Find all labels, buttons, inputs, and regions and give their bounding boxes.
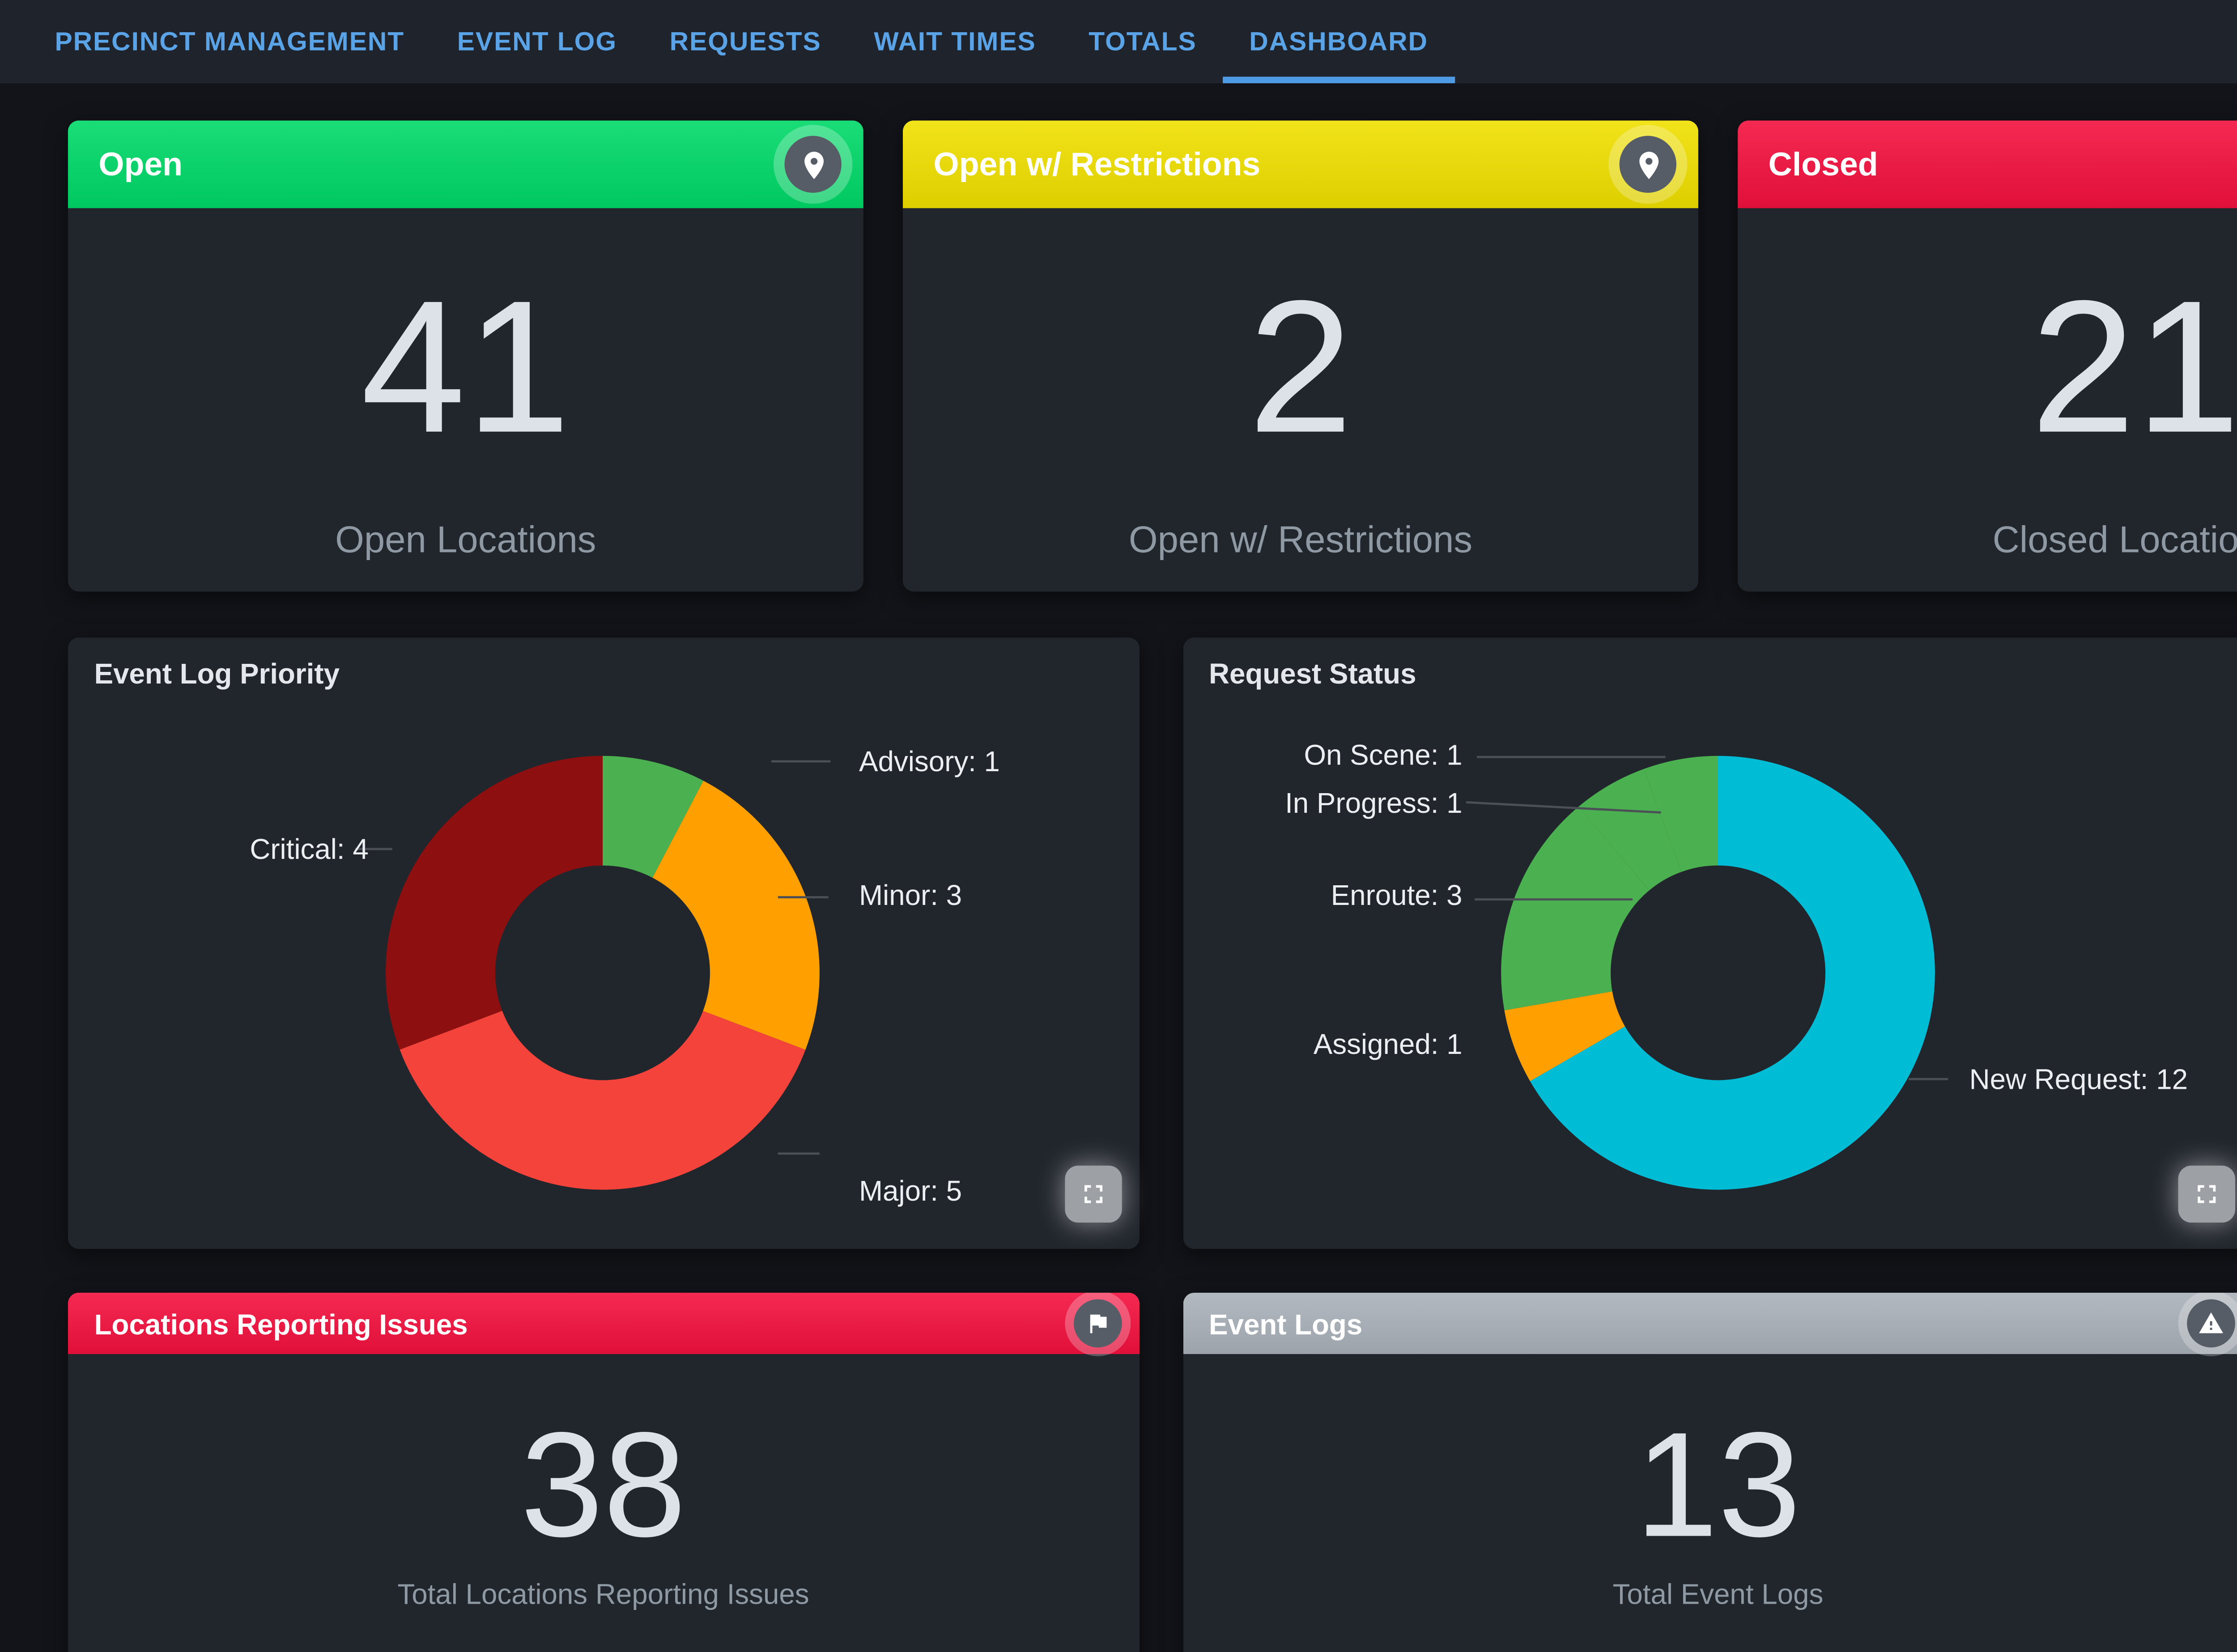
slice-label-enroute: Enroute: 3	[1331, 879, 1463, 912]
locations-reporting-issues-header: Locations Reporting Issues	[68, 1292, 1139, 1354]
location-pin-icon	[1619, 136, 1676, 193]
locations-reporting-issues-label: Total Locations Reporting Issues	[397, 1577, 809, 1610]
closed-count: 21	[2030, 263, 2237, 473]
event-logs-count: 13	[1635, 1402, 1801, 1569]
event-log-priority-panel: Event Log Priority Advisory: 1 Minor: 3 …	[68, 637, 1139, 1249]
expand-chart-button[interactable]	[1064, 1165, 1122, 1223]
open-restrictions-card-title: Open w/ Restrictions	[933, 145, 1261, 183]
closed-card-body: 21 Closed Locations	[1738, 208, 2237, 591]
locations-reporting-issues-card: Locations Reporting Issues 38 Total Loca…	[68, 1292, 1139, 1652]
open-card: Open 41 Open Locations	[68, 120, 863, 592]
tab-event-log[interactable]: EVENT LOG	[457, 26, 617, 57]
expand-chart-button[interactable]	[2179, 1165, 2236, 1223]
event-logs-body: 13 Total Event Logs	[1182, 1354, 2237, 1652]
warning-icon	[2187, 1299, 2236, 1348]
bottom-card-row: Locations Reporting Issues 38 Total Loca…	[68, 1292, 2237, 1652]
slice-label-assigned: Assigned: 1	[1313, 1028, 1463, 1061]
locations-reporting-issues-count: 38	[520, 1402, 686, 1569]
tab-requests[interactable]: REQUESTS	[669, 26, 821, 57]
open-restrictions-card: Open w/ Restrictions 2 Open w/ Restricti…	[902, 120, 1698, 592]
event-log-priority-title: Event Log Priority	[94, 657, 340, 690]
event-logs-title: Event Logs	[1208, 1307, 1363, 1340]
open-count-label: Open Locations	[335, 519, 596, 561]
location-pin-icon	[784, 136, 842, 193]
event-logs-card: Event Logs 13 Total Event Logs	[1182, 1292, 2237, 1652]
closed-card-title: Closed	[1768, 145, 1878, 183]
slice-label-minor: Minor: 3	[859, 879, 962, 912]
tab-wait-times[interactable]: WAIT TIMES	[874, 26, 1036, 57]
open-restrictions-card-body: 2 Open w/ Restrictions	[903, 208, 1698, 591]
tab-precinct-management[interactable]: PRECINCT MANAGEMENT	[55, 26, 405, 57]
event-log-priority-donut	[386, 756, 821, 1190]
request-status-title: Request Status	[1208, 657, 1416, 690]
closed-count-label: Closed Locations	[1992, 519, 2237, 561]
open-count: 41	[361, 263, 571, 473]
slice-label-critical: Critical: 4	[250, 832, 369, 866]
open-restrictions-card-header: Open w/ Restrictions	[902, 120, 1698, 208]
locations-reporting-issues-title: Locations Reporting Issues	[94, 1307, 468, 1340]
open-restrictions-count-label: Open w/ Restrictions	[1128, 519, 1473, 561]
event-logs-label: Total Event Logs	[1612, 1577, 1824, 1610]
open-restrictions-count: 2	[1248, 263, 1353, 473]
event-logs-header: Event Logs	[1182, 1292, 2237, 1354]
slice-label-advisory: Advisory: 1	[859, 745, 1000, 778]
slice-label-in-progress: In Progress: 1	[1285, 786, 1463, 820]
open-card-title: Open	[98, 145, 183, 183]
chart-row: Event Log Priority Advisory: 1 Minor: 3 …	[68, 637, 2237, 1249]
slice-label-major: Major: 5	[859, 1174, 962, 1207]
open-card-header: Open	[68, 120, 863, 208]
tab-totals[interactable]: TOTALS	[1089, 26, 1197, 57]
request-status-donut	[1501, 756, 1935, 1190]
closed-card: Closed 21 Closed Locations	[1738, 120, 2237, 592]
slice-label-on-scene: On Scene: 1	[1304, 738, 1463, 772]
request-status-panel: Request Status On Scene: 1 In Progress: …	[1182, 637, 2237, 1249]
slice-label-new-request: New Request: 12	[1969, 1062, 2188, 1096]
dashboard-content: Open 41 Open Locations Open w/ Restricti…	[0, 83, 2237, 1652]
top-nav: PRECINCT MANAGEMENT EVENT LOG REQUESTS W…	[0, 0, 2237, 84]
tab-dashboard[interactable]: DASHBOARD	[1223, 0, 1454, 84]
open-card-body: 41 Open Locations	[68, 208, 863, 591]
summary-card-row: Open 41 Open Locations Open w/ Restricti…	[68, 120, 2237, 592]
flag-icon	[1073, 1299, 1122, 1348]
closed-card-header: Closed	[1738, 120, 2237, 208]
locations-reporting-issues-body: 38 Total Locations Reporting Issues	[68, 1354, 1139, 1652]
